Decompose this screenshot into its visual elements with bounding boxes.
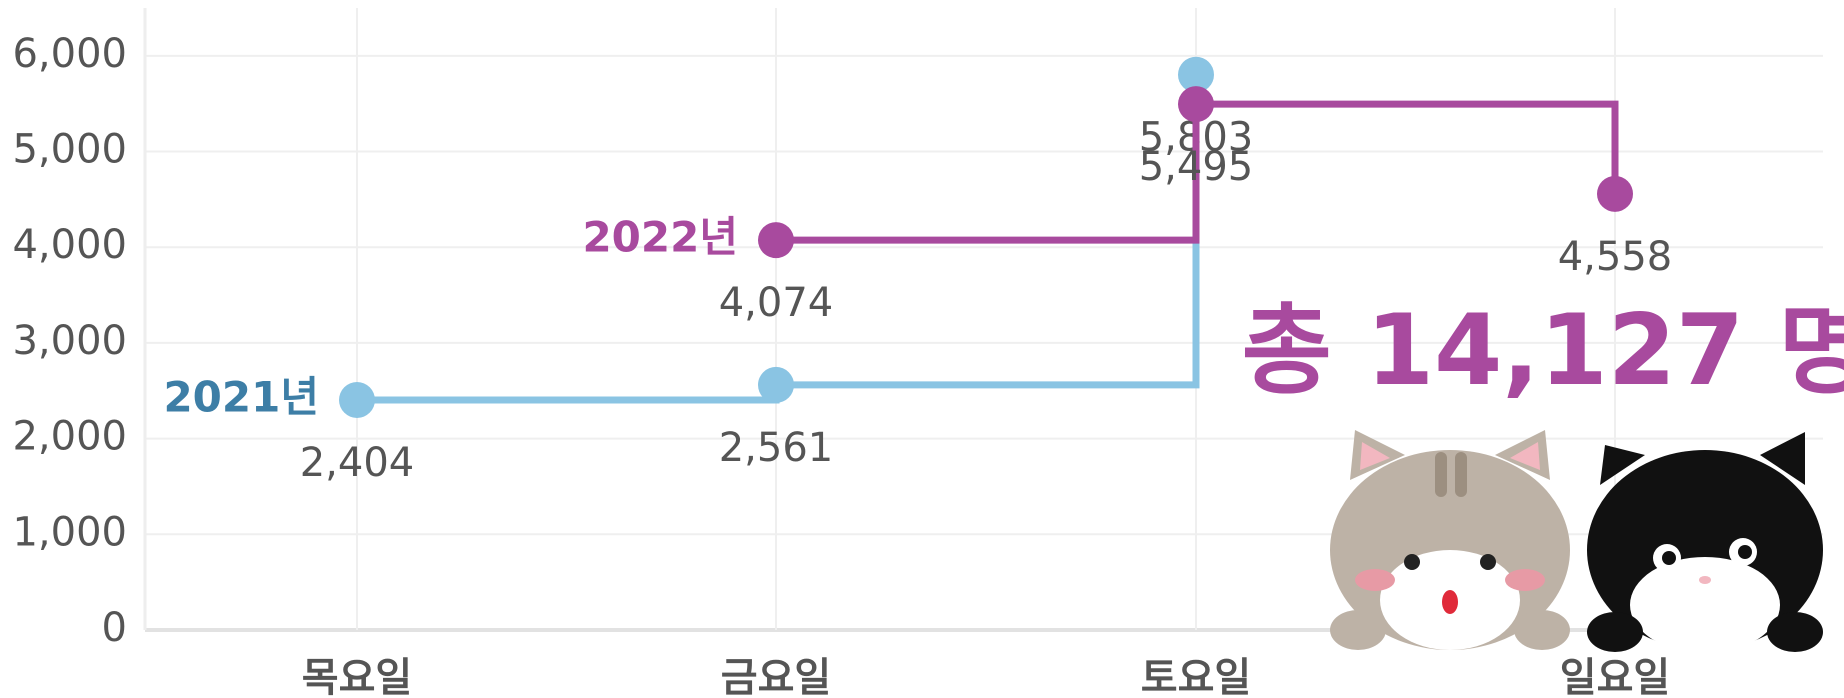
point — [758, 222, 794, 259]
series-label: 2022년 — [582, 213, 738, 262]
cat-tuxedo — [1587, 432, 1823, 653]
grid: 0 1,000 2,000 3,000 4,000 5,000 6,000 목요일 금요일 토요일… — [12, 8, 1823, 698]
value-label: 4,074 — [719, 280, 834, 326]
y-tick-label: 3,000 — [12, 318, 127, 364]
point — [1178, 86, 1214, 123]
y-tick-label: 4,000 — [12, 222, 127, 268]
x-tick-label: 목요일 — [302, 655, 412, 698]
y-tick-label: 2,000 — [12, 414, 127, 460]
point — [1597, 175, 1633, 212]
y-tick-label: 6,000 — [12, 31, 127, 77]
value-label: 4,558 — [1558, 234, 1673, 280]
point — [758, 366, 794, 403]
x-tick-label: 일요일 — [1560, 655, 1670, 698]
y-tick-label: 1,000 — [12, 509, 127, 555]
x-tick-label: 토요일 — [1141, 655, 1251, 698]
point — [339, 381, 375, 418]
point — [1178, 56, 1214, 93]
cat-tabby — [1330, 430, 1570, 650]
value-label: 2,404 — [300, 440, 415, 486]
series-label: 2021년 — [163, 372, 319, 421]
total-annotation: 총 14,127 명 — [1242, 294, 1844, 408]
y-tick-label: 5,000 — [12, 127, 127, 173]
y-tick-label: 0 — [102, 605, 127, 651]
x-tick-label: 금요일 — [721, 655, 831, 698]
value-label: 2,561 — [719, 425, 834, 471]
value-label: 5,495 — [1139, 144, 1254, 190]
